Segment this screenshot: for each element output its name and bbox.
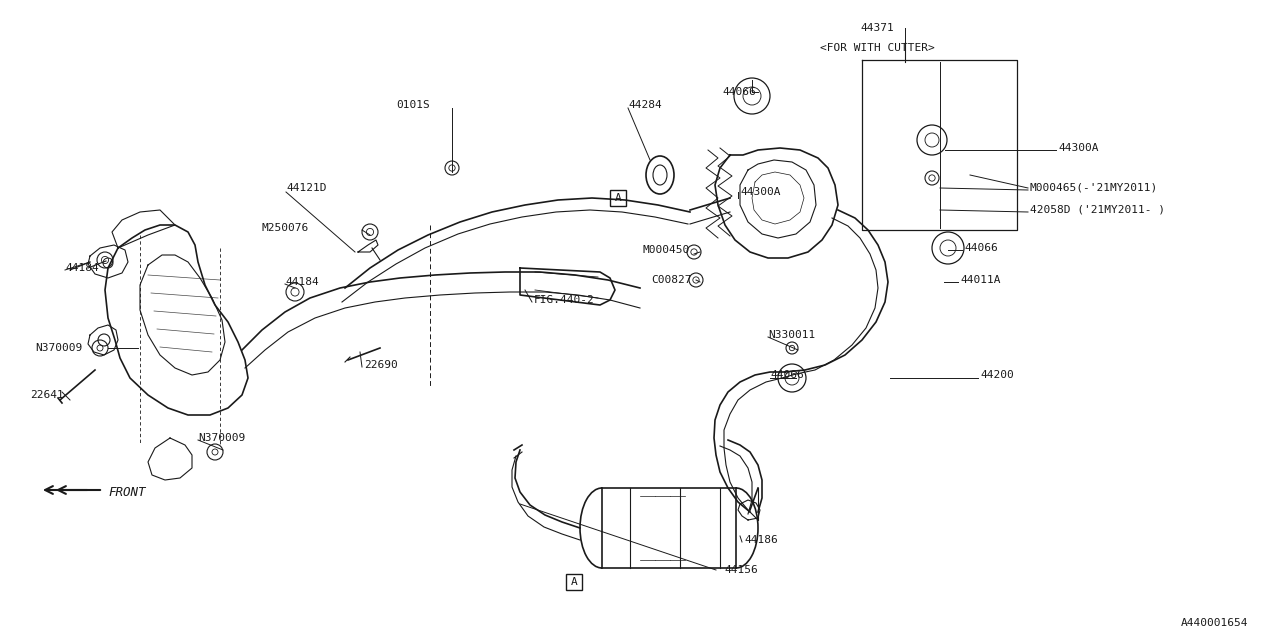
Text: 44284: 44284	[628, 100, 662, 110]
Text: C00827: C00827	[652, 275, 692, 285]
Text: 44300A: 44300A	[1059, 143, 1098, 153]
Text: 44184: 44184	[65, 263, 99, 273]
Text: M000465(-'21MY2011): M000465(-'21MY2011)	[1030, 183, 1158, 193]
Text: A440001654: A440001654	[1180, 618, 1248, 628]
Text: A: A	[571, 577, 577, 587]
Text: A: A	[614, 193, 621, 203]
Text: <FOR WITH CUTTER>: <FOR WITH CUTTER>	[820, 43, 934, 53]
Text: 44066: 44066	[964, 243, 997, 253]
Text: 44371: 44371	[860, 23, 893, 33]
Text: N370009: N370009	[198, 433, 246, 443]
Text: 44184: 44184	[285, 277, 319, 287]
Text: 0101S: 0101S	[396, 100, 430, 110]
Text: 44156: 44156	[724, 565, 758, 575]
Text: N370009: N370009	[35, 343, 82, 353]
Text: M000450: M000450	[643, 245, 690, 255]
Text: 44011A: 44011A	[960, 275, 1001, 285]
FancyBboxPatch shape	[566, 574, 582, 590]
Text: FRONT: FRONT	[108, 486, 146, 499]
Text: 44121D: 44121D	[285, 183, 326, 193]
Text: 22641: 22641	[29, 390, 64, 400]
Text: FIG.440-2: FIG.440-2	[534, 295, 595, 305]
Text: M250076: M250076	[262, 223, 310, 233]
Text: 44066: 44066	[722, 87, 756, 97]
Text: 44186: 44186	[744, 535, 778, 545]
Text: 42058D ('21MY2011- ): 42058D ('21MY2011- )	[1030, 205, 1165, 215]
Text: 44300A: 44300A	[740, 187, 781, 197]
Text: N330011: N330011	[768, 330, 815, 340]
Text: 22690: 22690	[364, 360, 398, 370]
Text: 44200: 44200	[980, 370, 1014, 380]
FancyBboxPatch shape	[611, 190, 626, 206]
Text: 44066: 44066	[771, 370, 804, 380]
